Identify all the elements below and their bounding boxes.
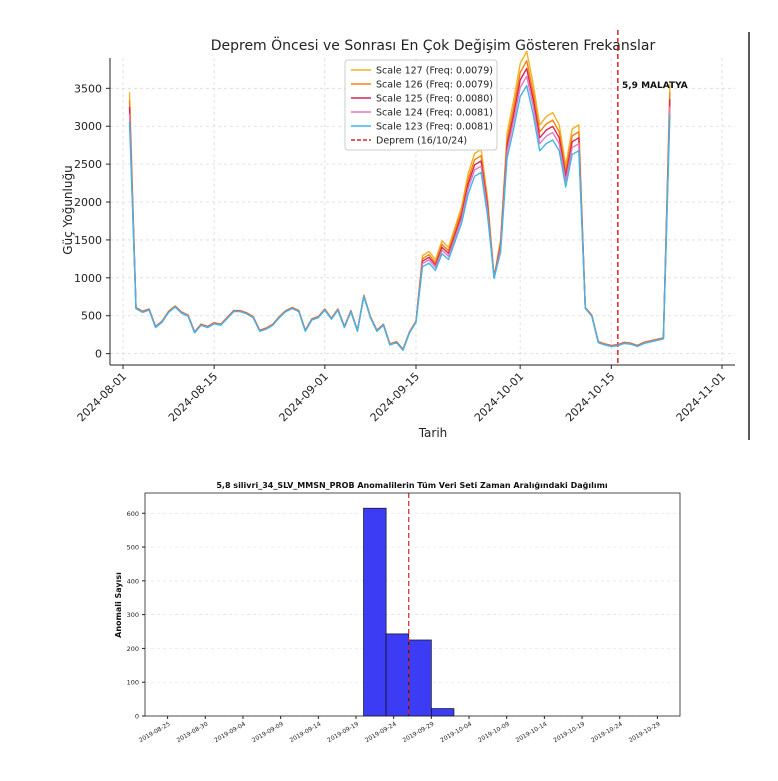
- bottom-chart-title: 5,8 silivri_34_SLV_MMSN_PROB Anomalileri…: [216, 481, 608, 490]
- legend-label: Deprem (16/10/24): [376, 136, 467, 147]
- legend-label: Scale 125 (Freq: 0.0080): [376, 94, 493, 105]
- bottom-y-ticks: 0 100 200 300 400 500 600: [127, 510, 145, 721]
- top-chart-title: Deprem Öncesi ve Sonrası En Çok Değişim …: [211, 36, 656, 54]
- legend-label: Scale 123 (Freq: 0.0081): [376, 122, 493, 133]
- top-x-tick-label: 2024-08-15: [166, 370, 220, 424]
- top-y-tick-label: 1500: [74, 234, 102, 247]
- bottom-x-tick-label: 2019-09-19: [326, 721, 360, 745]
- top-x-axis-label: Tarih: [418, 426, 448, 440]
- top-x-tick-label: 2024-10-01: [472, 370, 526, 424]
- histogram-bar: [363, 507, 387, 717]
- histogram-bar: [385, 633, 410, 717]
- bottom-x-tick-label: 2019-08-25: [138, 721, 172, 745]
- bottom-y-tick-label: 100: [127, 679, 139, 687]
- top-y-tick-label: 3000: [74, 120, 102, 133]
- top-y-tick-label: 2000: [74, 196, 102, 209]
- legend-label: Scale 126 (Freq: 0.0079): [376, 80, 493, 91]
- bottom-x-tick-label: 2019-09-24: [364, 721, 398, 745]
- bottom-x-tick-label: 2019-08-30: [176, 721, 210, 745]
- top-y-tick-label: 1000: [74, 272, 102, 285]
- earthquake-annotation: 5,9 MALATYA: [622, 81, 688, 91]
- top-x-ticks: 2024-08-01 2024-08-15 2024-09-01 2024-09-15…: [75, 365, 728, 424]
- top-y-tick-label: 0: [95, 348, 102, 361]
- top-y-tick-label: 500: [81, 310, 102, 323]
- legend-label: Scale 124 (Freq: 0.0081): [376, 108, 493, 119]
- bottom-bar-chart: 5,8 silivri_34_SLV_MMSN_PROB Anomalileri…: [114, 481, 681, 744]
- bottom-x-tick-label: 2019-09-09: [251, 721, 285, 745]
- top-legend: Scale 127 (Freq: 0.0079) Scale 126 (Freq:…: [344, 59, 498, 151]
- bottom-x-ticks: 2019-08-25 2019-08-30 2019-09-04 2019-09-09…: [138, 716, 662, 744]
- bottom-y-tick-label: 200: [127, 645, 139, 653]
- legend-box: [344, 59, 498, 151]
- bottom-y-tick-label: 400: [127, 577, 139, 585]
- top-y-tick-label: 2500: [74, 158, 102, 171]
- top-series-lines: [128, 50, 671, 351]
- bottom-y-axis-label: Anomali Sayısı: [114, 572, 123, 638]
- bottom-bars: [363, 507, 455, 717]
- bottom-x-tick-label: 2019-10-14: [515, 721, 549, 745]
- histogram-bar: [430, 708, 455, 717]
- top-y-ticks: 0 500 1000 1500 2000 2500 3000 3500: [74, 82, 110, 361]
- bottom-plot-frame: [144, 492, 681, 717]
- bottom-axes: [144, 492, 681, 717]
- bottom-y-tick-label: 300: [127, 611, 139, 619]
- histogram-bar: [408, 639, 432, 717]
- top-y-tick-label: 3500: [74, 82, 102, 95]
- bottom-y-tick-label: 0: [135, 713, 139, 721]
- bottom-x-tick-label: 2019-10-29: [628, 721, 662, 745]
- top-x-tick-label: 2024-11-01: [674, 370, 728, 424]
- bottom-y-tick-label: 600: [127, 510, 139, 518]
- bottom-x-tick-label: 2019-09-14: [289, 721, 323, 745]
- top-line-chart: Deprem Öncesi ve Sonrası En Çok Değişim …: [61, 30, 735, 440]
- top-x-tick-label: 2024-09-01: [277, 370, 331, 424]
- series-line-123: [128, 84, 671, 351]
- legend-label: Scale 127 (Freq: 0.0079): [376, 66, 493, 77]
- bottom-x-tick-label: 2019-10-04: [439, 721, 473, 745]
- top-x-tick-label: 2024-10-15: [563, 370, 617, 424]
- bottom-x-tick-label: 2019-10-19: [552, 721, 586, 745]
- bottom-y-tick-label: 500: [127, 544, 139, 552]
- bottom-x-tick-label: 2019-09-04: [213, 721, 247, 745]
- top-x-tick-label: 2024-08-01: [75, 370, 129, 424]
- bottom-x-tick-label: 2019-09-29: [402, 721, 436, 745]
- top-x-tick-label: 2024-09-15: [368, 370, 422, 424]
- bottom-x-tick-label: 2019-10-09: [477, 721, 511, 745]
- bottom-x-tick-label: 2019-10-24: [590, 721, 624, 745]
- top-y-axis-label: Güç Yoğunluğu: [61, 165, 75, 254]
